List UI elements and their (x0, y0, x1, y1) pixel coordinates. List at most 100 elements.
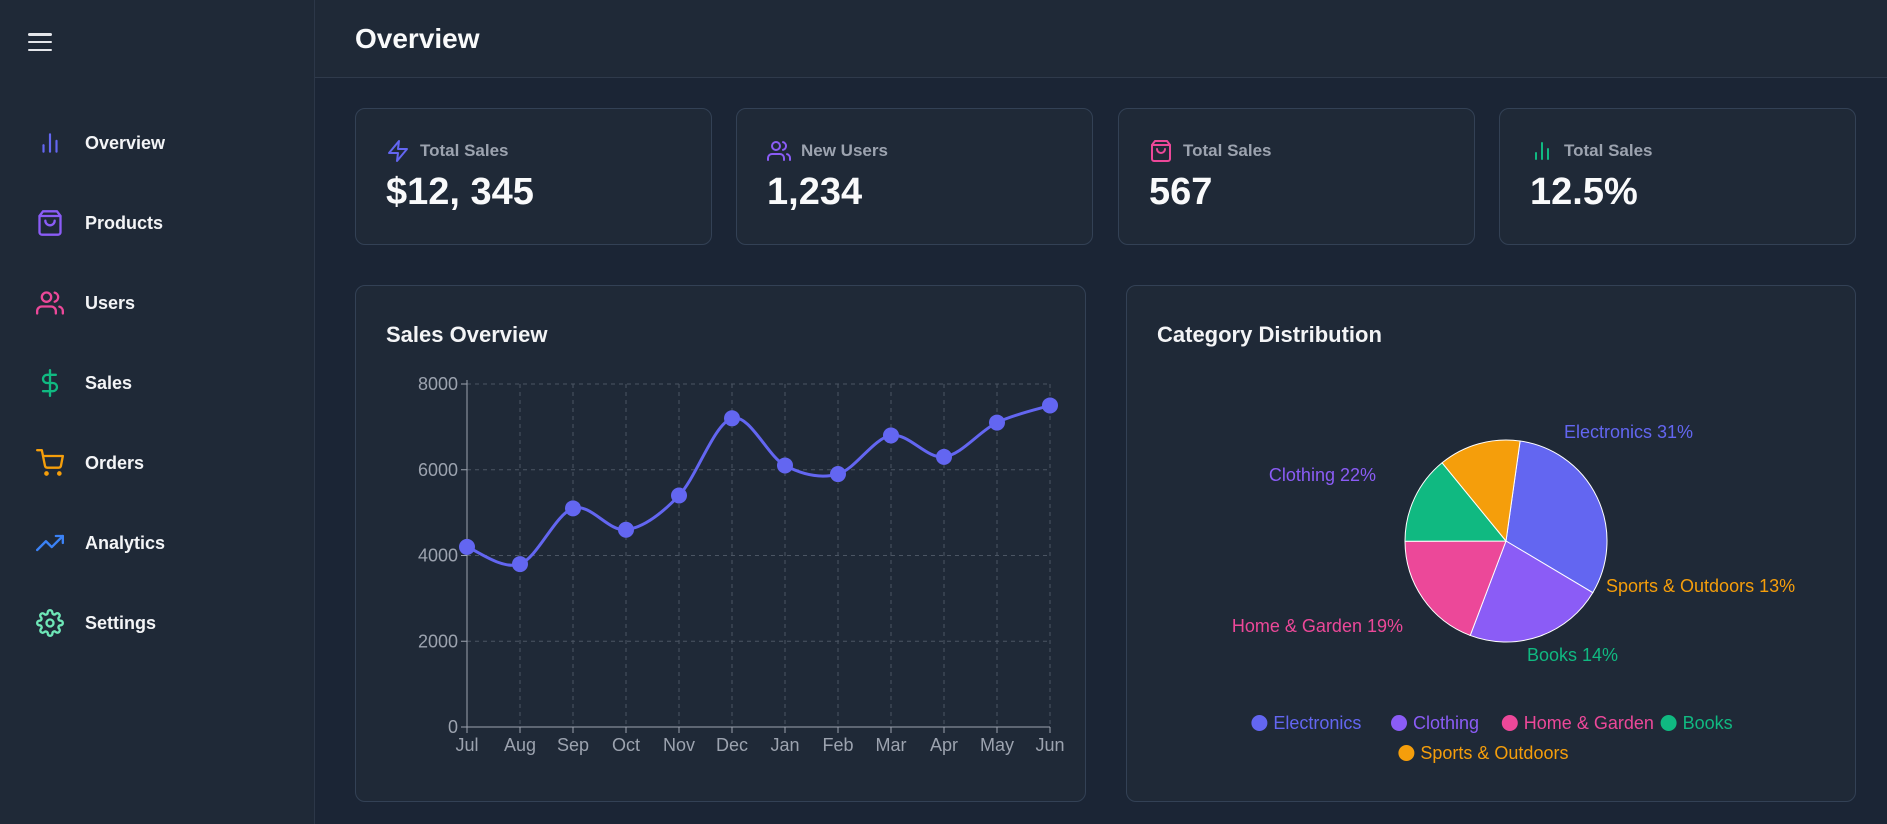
page-title: Overview (355, 22, 480, 54)
x-tick-label: Sep (557, 735, 589, 755)
stat-value: $12, 345 (386, 171, 534, 213)
sidebar-item-label: Sales (85, 372, 133, 393)
stat-label: Total Sales (1183, 141, 1272, 160)
sales-overview-panel: Sales Overview 0 2000 4000 6000 8000 Jul Aug Se… (355, 285, 1086, 802)
legend-marker (1398, 745, 1415, 761)
pie-slice (1441, 439, 1521, 543)
pie-slice (1404, 462, 1508, 542)
bar-chart-icon (35, 128, 65, 158)
stat-card-orders: Total Sales 567 (1118, 108, 1475, 245)
x-tick-label: Aug (504, 735, 536, 755)
legend-label: Sports & Outdoors (1420, 743, 1568, 763)
x-tick-label: Dec (716, 735, 748, 755)
slice-label: Sports & Outdoors 13% (1606, 576, 1795, 596)
category-pie-chart: Electronics 31% Clothing 22% Home & Garden… (1232, 422, 1795, 763)
users-icon (35, 288, 65, 318)
sidebar-item-label: Overview (85, 132, 166, 153)
sidebar-item-settings[interactable]: Settings (0, 583, 315, 663)
slice-label: Electronics 31% (1564, 422, 1693, 442)
shopping-cart-icon (35, 448, 65, 478)
page-header: Overview (315, 0, 1887, 78)
slice-label: Clothing 22% (1269, 465, 1376, 485)
stat-card-new-users: New Users 1,234 (736, 108, 1093, 245)
stat-card-conversion: Total Sales 12.5% (1499, 108, 1856, 245)
data-point (724, 410, 740, 427)
x-tick-label: Jan (770, 735, 799, 755)
legend-label: Home & Garden (1524, 713, 1654, 733)
bar-chart-icon (1530, 139, 1554, 163)
menu-icon[interactable] (26, 30, 54, 54)
category-distribution-panel: Category Distribution Electronics 31% Clo… (1126, 285, 1856, 802)
sales-line-chart: 0 2000 4000 6000 8000 Jul Aug Sep Oct Nov Dec Jan Fe… (418, 374, 1065, 755)
zap-icon (386, 139, 410, 163)
legend-marker (1251, 715, 1268, 731)
legend-marker (1660, 715, 1677, 731)
main-content: Overview Total Sales $12, 345 New Users … (315, 0, 1887, 824)
legend-marker (1391, 715, 1407, 731)
sidebar-item-analytics[interactable]: Analytics (0, 503, 315, 583)
slice-label: Books 14% (1527, 645, 1618, 665)
pie-slice (1404, 540, 1507, 637)
x-tick-label: Oct (612, 735, 640, 755)
sales-series-line (466, 404, 1051, 567)
sidebar-item-label: Products (85, 212, 164, 233)
sidebar-item-label: Users (85, 292, 136, 313)
y-tick-label: 8000 (418, 374, 458, 394)
stat-value: 1,234 (767, 171, 863, 213)
pie-slice (1505, 440, 1608, 594)
stat-label: Total Sales (1564, 141, 1653, 160)
data-point (883, 427, 899, 444)
data-point (459, 538, 475, 555)
dollar-sign-icon (35, 368, 65, 398)
users-icon (767, 139, 791, 163)
data-point (618, 521, 634, 538)
data-point (671, 487, 687, 504)
sidebar-item-users[interactable]: Users (0, 263, 315, 343)
y-tick-label: 4000 (418, 546, 458, 566)
y-tick-label: 6000 (418, 460, 458, 480)
sidebar-item-products[interactable]: Products (0, 183, 315, 263)
stat-value: 12.5% (1530, 171, 1638, 213)
sidebar-item-overview[interactable]: Overview (0, 103, 315, 183)
y-tick-label: 2000 (418, 631, 458, 651)
legend-label: Electronics (1273, 713, 1361, 733)
data-point (936, 448, 952, 465)
panel-title: Category Distribution (1157, 322, 1382, 347)
x-tick-label: Nov (663, 735, 695, 755)
legend-label: Clothing (1413, 713, 1479, 733)
x-tick-label: Apr (930, 735, 958, 755)
x-tick-label: Feb (822, 735, 853, 755)
shopping-bag-icon (1149, 139, 1173, 163)
data-point (1042, 397, 1058, 414)
y-tick-label: 0 (448, 717, 458, 737)
x-tick-label: May (980, 735, 1014, 755)
data-point (989, 414, 1005, 431)
shopping-bag-icon (35, 208, 65, 238)
stat-label: New Users (801, 141, 888, 160)
legend-marker (1501, 715, 1518, 731)
stat-label: Total Sales (420, 141, 509, 160)
data-point (512, 556, 528, 573)
sidebar-item-label: Orders (85, 452, 145, 473)
x-tick-label: Jun (1035, 735, 1064, 755)
sidebar-item-label: Settings (85, 612, 157, 633)
sidebar-item-label: Analytics (85, 532, 166, 553)
stat-card-total-sales: Total Sales $12, 345 (355, 108, 712, 245)
sidebar-item-orders[interactable]: Orders (0, 423, 315, 503)
pie-slice (1469, 540, 1594, 643)
data-point (830, 466, 846, 483)
data-point (777, 457, 793, 474)
settings-icon (35, 608, 65, 638)
stat-value: 567 (1149, 171, 1213, 213)
trending-up-icon (35, 528, 65, 558)
x-tick-label: Mar (876, 735, 907, 755)
slice-label: Home & Garden 19% (1232, 616, 1403, 636)
sidebar-nav: Overview Products Users Sales (0, 103, 315, 663)
sidebar-item-sales[interactable]: Sales (0, 343, 315, 423)
data-point (565, 500, 581, 517)
legend-label: Books (1683, 713, 1733, 733)
panel-title: Sales Overview (386, 322, 548, 347)
sidebar: Overview Products Users Sales (0, 0, 315, 824)
x-tick-label: Jul (455, 735, 478, 755)
